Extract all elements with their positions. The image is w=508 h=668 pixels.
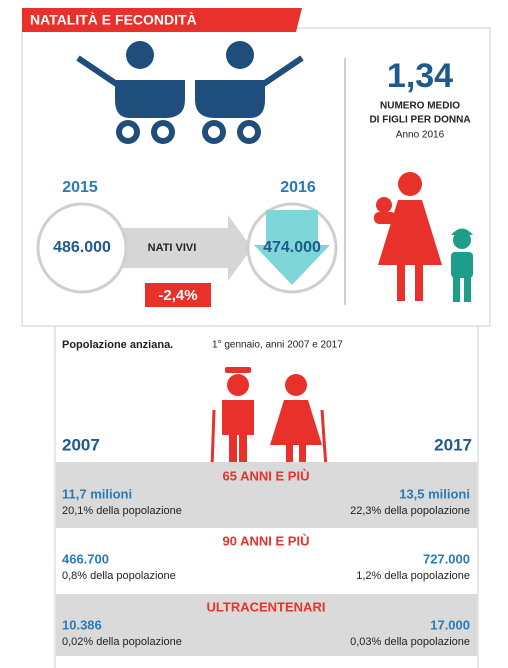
- year-label: 2015: [62, 179, 98, 196]
- arrow: [118, 215, 252, 281]
- change-box: [145, 283, 211, 307]
- group-share: 0,03% della popolazione: [350, 636, 470, 648]
- group-value: 17.000: [430, 617, 470, 632]
- fertility-year: Anno 2016: [396, 130, 445, 141]
- elderly-subtitle: 1° gennaio, anni 2007 e 2017: [212, 340, 343, 351]
- header-title: NATALITÀ E FECONDITÀ: [30, 12, 197, 28]
- group-name: 65 ANNI E PIÙ: [223, 468, 310, 483]
- elderly-icon: [210, 367, 328, 469]
- header-bar: [22, 8, 302, 32]
- year-label: 2007: [62, 435, 100, 454]
- mother-icon: [374, 172, 442, 301]
- group-value: 466.700: [62, 551, 109, 566]
- change-label: -2,4%: [158, 287, 197, 304]
- group-share: 0,02% della popolazione: [62, 636, 182, 648]
- group-name: 90 ANNI E PIÙ: [223, 533, 310, 548]
- strollers-icon: [76, 41, 304, 144]
- year-label: 2016: [280, 179, 316, 196]
- fertility-label: DI FIGLI PER DONNA: [369, 115, 470, 126]
- row-band: [56, 462, 477, 528]
- group-share: 22,3% della popolazione: [350, 505, 470, 517]
- group-value: 727.000: [423, 551, 470, 566]
- group-value: 10.386: [62, 617, 102, 632]
- child-icon: [451, 228, 473, 302]
- group-name: ULTRACENTENARI: [207, 599, 326, 614]
- value-circle: [36, 202, 128, 294]
- fertility-label: NUMERO MEDIO: [380, 101, 460, 112]
- group-value: 11,7 milioni: [62, 486, 132, 501]
- birth-value: 474.000: [263, 239, 321, 256]
- group-share: 0,8% della popolazione: [62, 570, 176, 582]
- elderly-title: Popolazione anziana.: [62, 339, 173, 351]
- birth-value: 486.000: [53, 239, 111, 256]
- fertility-value: 1,34: [387, 57, 453, 95]
- group-share: 20,1% della popolazione: [62, 505, 182, 517]
- down-arrow: [254, 210, 330, 285]
- row-band: [56, 594, 477, 656]
- group-rows: 65 ANNI E PIÙ 11,7 milioni 13,5 milioni 20,…: [62, 468, 470, 647]
- year-label: 2017: [434, 435, 472, 454]
- group-value: 13,5 milioni: [399, 486, 470, 501]
- group-share: 1,2% della popolazione: [356, 570, 470, 582]
- arrow-label: NATI VIVI: [148, 242, 197, 254]
